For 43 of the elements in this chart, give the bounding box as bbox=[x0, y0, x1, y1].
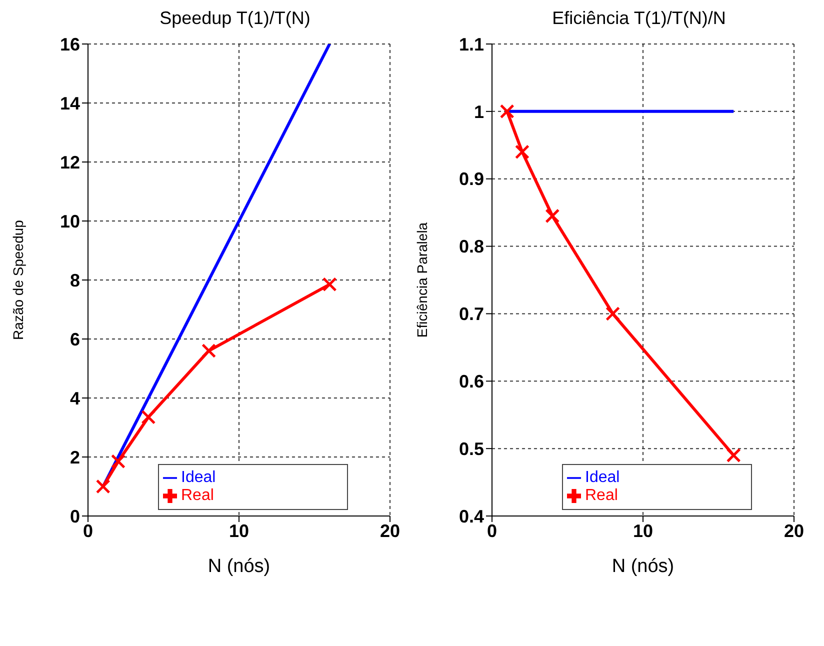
y-tick-label: 1.1 bbox=[458, 34, 484, 54]
chart-title: Eficiência T(1)/T(N)/N bbox=[551, 8, 727, 30]
y-tick-label: 0.7 bbox=[458, 304, 484, 324]
x-tick-label: 20 bbox=[380, 520, 400, 541]
x-tick-label: 0 bbox=[82, 520, 94, 541]
x-tick-label: 10 bbox=[228, 520, 250, 541]
y-tick-label: 0.9 bbox=[458, 169, 484, 190]
x-axis-title: N (nós) bbox=[612, 556, 674, 577]
y-tick-label: 16 bbox=[60, 34, 80, 54]
y-axis-title: Eficiência Paralela bbox=[414, 222, 430, 338]
x-tick-label: 0 bbox=[486, 520, 498, 541]
y-tick-label: 6 bbox=[70, 329, 80, 350]
point bbox=[96, 479, 110, 494]
point bbox=[141, 410, 156, 424]
y-tick-label: 0.5 bbox=[458, 438, 484, 459]
y-tick-label: 4 bbox=[70, 388, 80, 408]
point bbox=[500, 104, 514, 119]
x-tick-label: 10 bbox=[632, 520, 654, 541]
point bbox=[514, 144, 530, 160]
point bbox=[110, 454, 126, 469]
y-tick-label: 12 bbox=[60, 152, 80, 172]
y-tick-label: 8 bbox=[70, 270, 80, 290]
y-tick-label: 0.4 bbox=[458, 506, 484, 526]
point bbox=[545, 208, 560, 224]
x-tick-label: 20 bbox=[784, 520, 804, 541]
legend-label: Ideal bbox=[181, 469, 216, 486]
y-tick-label: 0 bbox=[70, 506, 80, 526]
point bbox=[606, 306, 620, 321]
legend-label: Real bbox=[181, 487, 214, 504]
y-tick-label: 0.8 bbox=[458, 236, 484, 257]
legend-label: Real bbox=[585, 487, 618, 504]
y-tick-label: 10 bbox=[60, 211, 80, 232]
legend-label: Ideal bbox=[585, 469, 620, 486]
point bbox=[202, 344, 216, 358]
x-axis-title: N (nós) bbox=[208, 556, 270, 577]
y-tick-label: 0.6 bbox=[458, 372, 484, 392]
point bbox=[322, 277, 337, 292]
chart-title: Speedup T(1)/T(N) bbox=[158, 8, 312, 30]
y-axis-title: Razão de Speedup bbox=[10, 220, 26, 340]
y-tick-label: 2 bbox=[70, 447, 80, 468]
point bbox=[726, 448, 741, 463]
y-tick-label: 1 bbox=[474, 102, 484, 122]
y-tick-label: 14 bbox=[60, 93, 80, 114]
